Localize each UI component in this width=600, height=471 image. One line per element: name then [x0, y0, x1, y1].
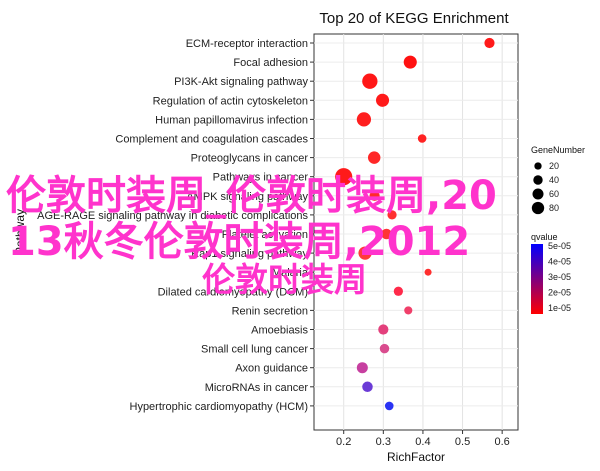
data-point	[369, 190, 380, 201]
qvalue-legend-label: 2e-05	[548, 288, 571, 298]
y-tick-label: Small cell lung cancer	[201, 344, 308, 356]
gene-number-legend: GeneNumber 20 40 60 80	[531, 145, 585, 215]
gene-number-legend-label: 80	[549, 203, 559, 213]
y-tick-label: Hypertrophic cardiomyopathy (HCM)	[130, 401, 309, 413]
data-point	[381, 228, 392, 240]
y-tick-label: Pathways in cancer	[213, 172, 309, 184]
data-point	[335, 168, 353, 186]
gene-number-legend-dot	[533, 175, 543, 185]
y-tick-label: Renin secretion	[232, 305, 308, 317]
data-point	[387, 210, 397, 220]
qvalue-colorbar	[531, 244, 543, 314]
data-point	[404, 306, 413, 315]
data-point	[356, 112, 372, 127]
y-axis-title: Pathway	[13, 209, 27, 255]
data-point	[393, 286, 403, 296]
data-point	[375, 93, 390, 107]
gene-number-legend-dot	[531, 201, 545, 215]
gene-number-legend-label: 20	[549, 161, 559, 171]
y-tick-label: Human papillomavirus infection	[155, 114, 308, 126]
y-tick-label: Platelet activation	[222, 229, 308, 241]
qvalue-legend-label: 1e-05	[548, 303, 571, 313]
qvalue-legend-label: 3e-05	[548, 272, 571, 282]
x-tick-label: 0.6	[495, 436, 510, 448]
y-tick-label: Amoebiasis	[251, 325, 308, 337]
y-tick-label: Proteoglycans in cancer	[191, 153, 309, 165]
data-point	[378, 324, 389, 335]
watermark-text-line-1: 伦敦时装周_伦敦时装周,20	[6, 173, 497, 219]
data-point	[484, 37, 495, 49]
data-point	[358, 246, 372, 260]
x-tick-label: 0.5	[455, 436, 470, 448]
data-points	[335, 37, 495, 411]
y-tick-label: AGE-RAGE signaling pathway in diabetic c…	[37, 210, 308, 222]
y-tick-label: Axon guidance	[235, 363, 308, 375]
watermark-text-line-3: 伦敦时装周	[202, 260, 367, 299]
chart-title: Top 20 of KEGG Enrichment	[319, 10, 509, 27]
y-tick-label: Dilated cardiomyopathy (DCM)	[158, 286, 308, 298]
qvalue-legend-title: qvalue	[531, 232, 558, 242]
data-point	[362, 381, 373, 393]
y-tick-label: PI3K-Akt signaling pathway	[174, 76, 308, 88]
x-tick-label: 0.2	[336, 436, 351, 448]
y-tick-label: Malaria	[272, 267, 309, 279]
gene-number-legend-label: 40	[549, 175, 559, 185]
gene-number-legend-label: 60	[549, 189, 559, 199]
y-tick-label: Regulation of actin cytoskeleton	[153, 95, 308, 107]
data-point	[403, 55, 417, 69]
qvalue-legend-label: 5e-05	[548, 241, 571, 251]
data-point	[356, 362, 368, 374]
data-point	[384, 401, 394, 411]
y-tick-label: Focal adhesion	[233, 57, 308, 69]
data-point	[417, 134, 427, 143]
y-tick-label: MicroRNAs in cancer	[205, 382, 309, 394]
y-tick-label: Rap1 signaling pathway	[191, 248, 308, 260]
x-tick-label: 0.4	[415, 436, 430, 448]
watermark-text-line-2: 13秋冬伦敦时装周,2012	[8, 219, 471, 265]
qvalue-legend: qvalue 5e-05 4e-05 3e-05 2e-05 1e-05	[531, 232, 571, 314]
data-point	[424, 268, 432, 276]
x-axis-title: RichFactor	[387, 450, 445, 464]
qvalue-legend-label: 4e-05	[548, 257, 571, 267]
x-axis-ticks: 0.2 0.3 0.4 0.5 0.6	[336, 430, 510, 448]
gene-number-legend-dot	[534, 162, 542, 170]
y-tick-label: Complement and coagulation cascades	[115, 134, 308, 146]
y-tick-label: AMPK signaling pathway	[186, 191, 308, 203]
y-axis-ticks: ECM-receptor interaction Focal adhesion PI…	[37, 38, 314, 413]
data-point	[362, 73, 378, 89]
data-point	[367, 151, 381, 164]
data-point	[379, 343, 390, 354]
y-tick-label: ECM-receptor interaction	[186, 38, 308, 50]
x-tick-label: 0.3	[376, 436, 391, 448]
gene-number-legend-dot	[532, 188, 544, 200]
gene-number-legend-title: GeneNumber	[531, 145, 585, 155]
